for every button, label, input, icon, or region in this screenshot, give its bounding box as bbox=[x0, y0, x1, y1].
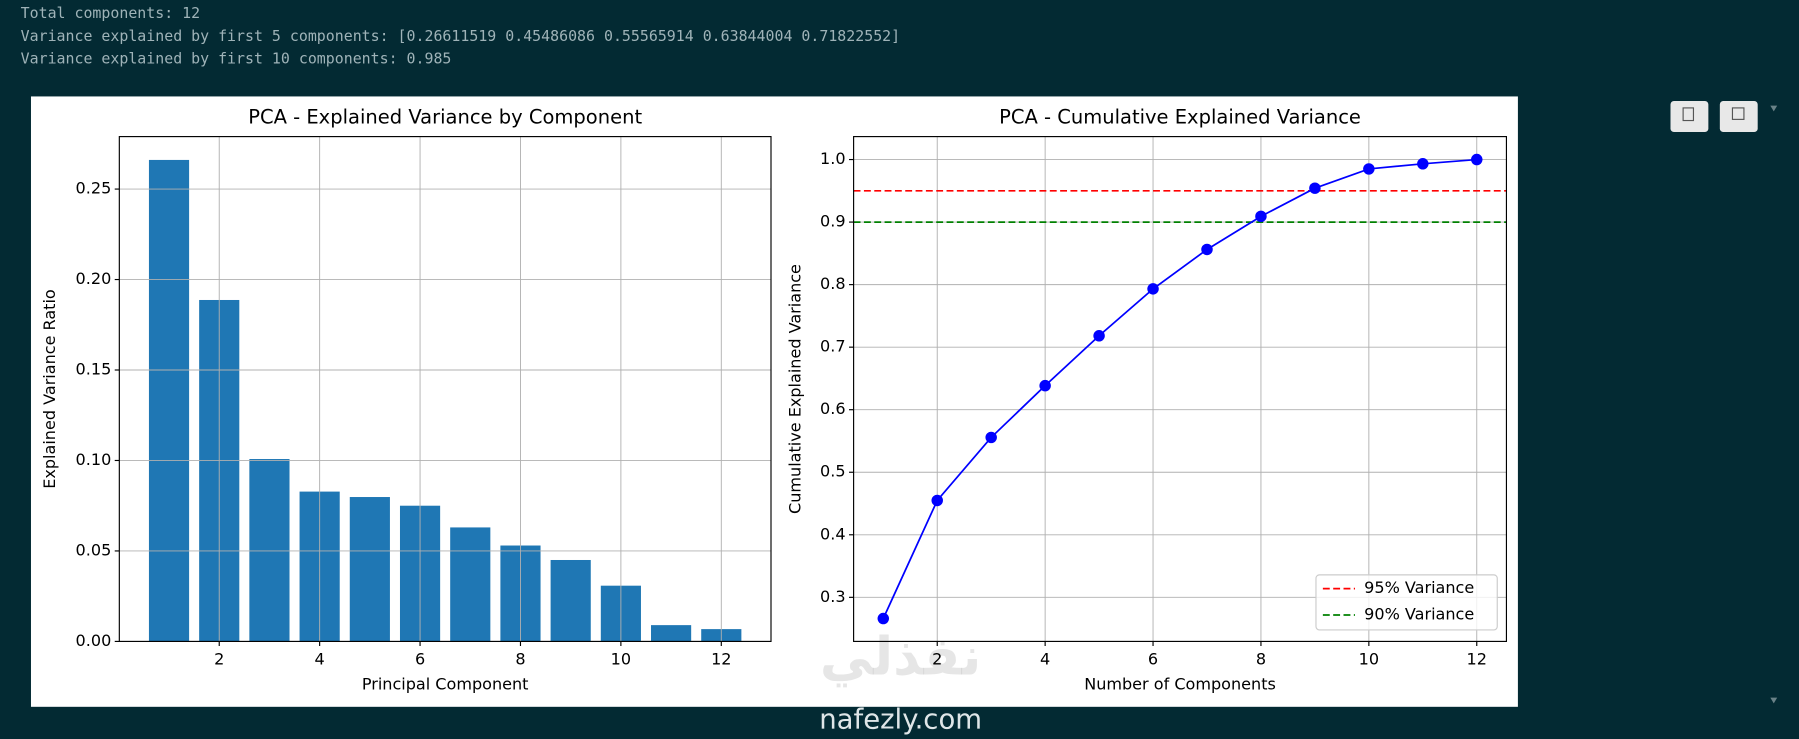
y-tick-label: 0.05 bbox=[76, 540, 112, 559]
bar bbox=[349, 497, 390, 642]
copy-button[interactable] bbox=[1670, 101, 1709, 133]
watermark: نفذلي bbox=[820, 626, 981, 687]
marker bbox=[1147, 283, 1159, 295]
axes-frame bbox=[853, 136, 1508, 642]
marker bbox=[1093, 330, 1105, 342]
x-tick-label: 10 bbox=[1359, 649, 1379, 668]
marker bbox=[1039, 379, 1051, 392]
y-tick-label: 0.7 bbox=[820, 337, 846, 356]
x-tick-label: 2 bbox=[932, 649, 942, 668]
x-axis-label: Principal Component bbox=[362, 675, 529, 694]
x-tick-label: 12 bbox=[711, 649, 731, 668]
y-tick-label: 0.8 bbox=[820, 274, 846, 293]
marker bbox=[931, 494, 943, 507]
output-line: Variance explained by first 5 components… bbox=[21, 27, 900, 45]
x-tick-label: 6 bbox=[415, 649, 425, 668]
watermark: nafezly.com bbox=[819, 704, 982, 736]
marker bbox=[1201, 243, 1213, 256]
y-axis-label: Explained Variance Ratio bbox=[40, 289, 59, 489]
y-tick-label: 0.4 bbox=[820, 524, 846, 543]
legend-label: 95% Variance bbox=[1364, 578, 1474, 597]
chart-title: PCA - Explained Variance by Component bbox=[248, 106, 642, 129]
y-axis-label: Cumulative Explained Variance bbox=[786, 264, 805, 514]
y-tick-label: 0.20 bbox=[76, 269, 112, 288]
bar bbox=[249, 459, 290, 642]
output-line: Variance explained by first 10 component… bbox=[21, 50, 452, 68]
line bbox=[882, 158, 1477, 619]
chart-title: PCA - Cumulative Explained Variance bbox=[999, 106, 1361, 129]
y-tick-label: 0.3 bbox=[820, 587, 846, 606]
x-tick-label: 12 bbox=[1467, 649, 1487, 668]
x-tick-label: 6 bbox=[1148, 649, 1158, 668]
y-tick-label: 1.0 bbox=[820, 149, 846, 168]
bar bbox=[450, 527, 491, 642]
y-tick-label: 0.15 bbox=[76, 360, 112, 379]
x-axis-label: Number of Components bbox=[1084, 675, 1276, 694]
marker bbox=[1363, 163, 1375, 175]
bar bbox=[148, 159, 190, 642]
marker bbox=[877, 612, 890, 625]
x-tick-label: 8 bbox=[515, 649, 525, 668]
y-tick-label: 0.10 bbox=[76, 450, 112, 469]
marker bbox=[1309, 182, 1321, 194]
x-tick-label: 4 bbox=[1040, 649, 1050, 668]
marker bbox=[1471, 153, 1483, 166]
bar bbox=[550, 559, 591, 642]
x-tick-label: 8 bbox=[1256, 649, 1266, 668]
y-tick-label: 0.6 bbox=[820, 399, 846, 418]
scroll-arrows[interactable] bbox=[1770, 105, 1778, 704]
legend-label: 90% Variance bbox=[1364, 605, 1474, 624]
y-tick-label: 0.9 bbox=[820, 212, 846, 231]
y-tick-label: 0.00 bbox=[76, 631, 112, 650]
marker bbox=[1255, 210, 1267, 223]
bar bbox=[651, 625, 692, 642]
x-tick-label: 10 bbox=[611, 649, 631, 668]
y-tick-label: 0.5 bbox=[820, 462, 846, 481]
legend bbox=[1315, 574, 1498, 631]
output-line: Total components: 12 bbox=[21, 4, 201, 22]
x-tick-label: 2 bbox=[214, 649, 224, 668]
axes-frame bbox=[118, 136, 772, 642]
marker bbox=[1417, 158, 1429, 170]
y-tick-label: 0.25 bbox=[76, 179, 112, 198]
save-button[interactable] bbox=[1719, 101, 1758, 133]
marker bbox=[985, 431, 997, 444]
save-icon bbox=[1731, 107, 1745, 120]
copy-icon bbox=[1682, 107, 1695, 122]
x-tick-label: 4 bbox=[315, 649, 325, 668]
